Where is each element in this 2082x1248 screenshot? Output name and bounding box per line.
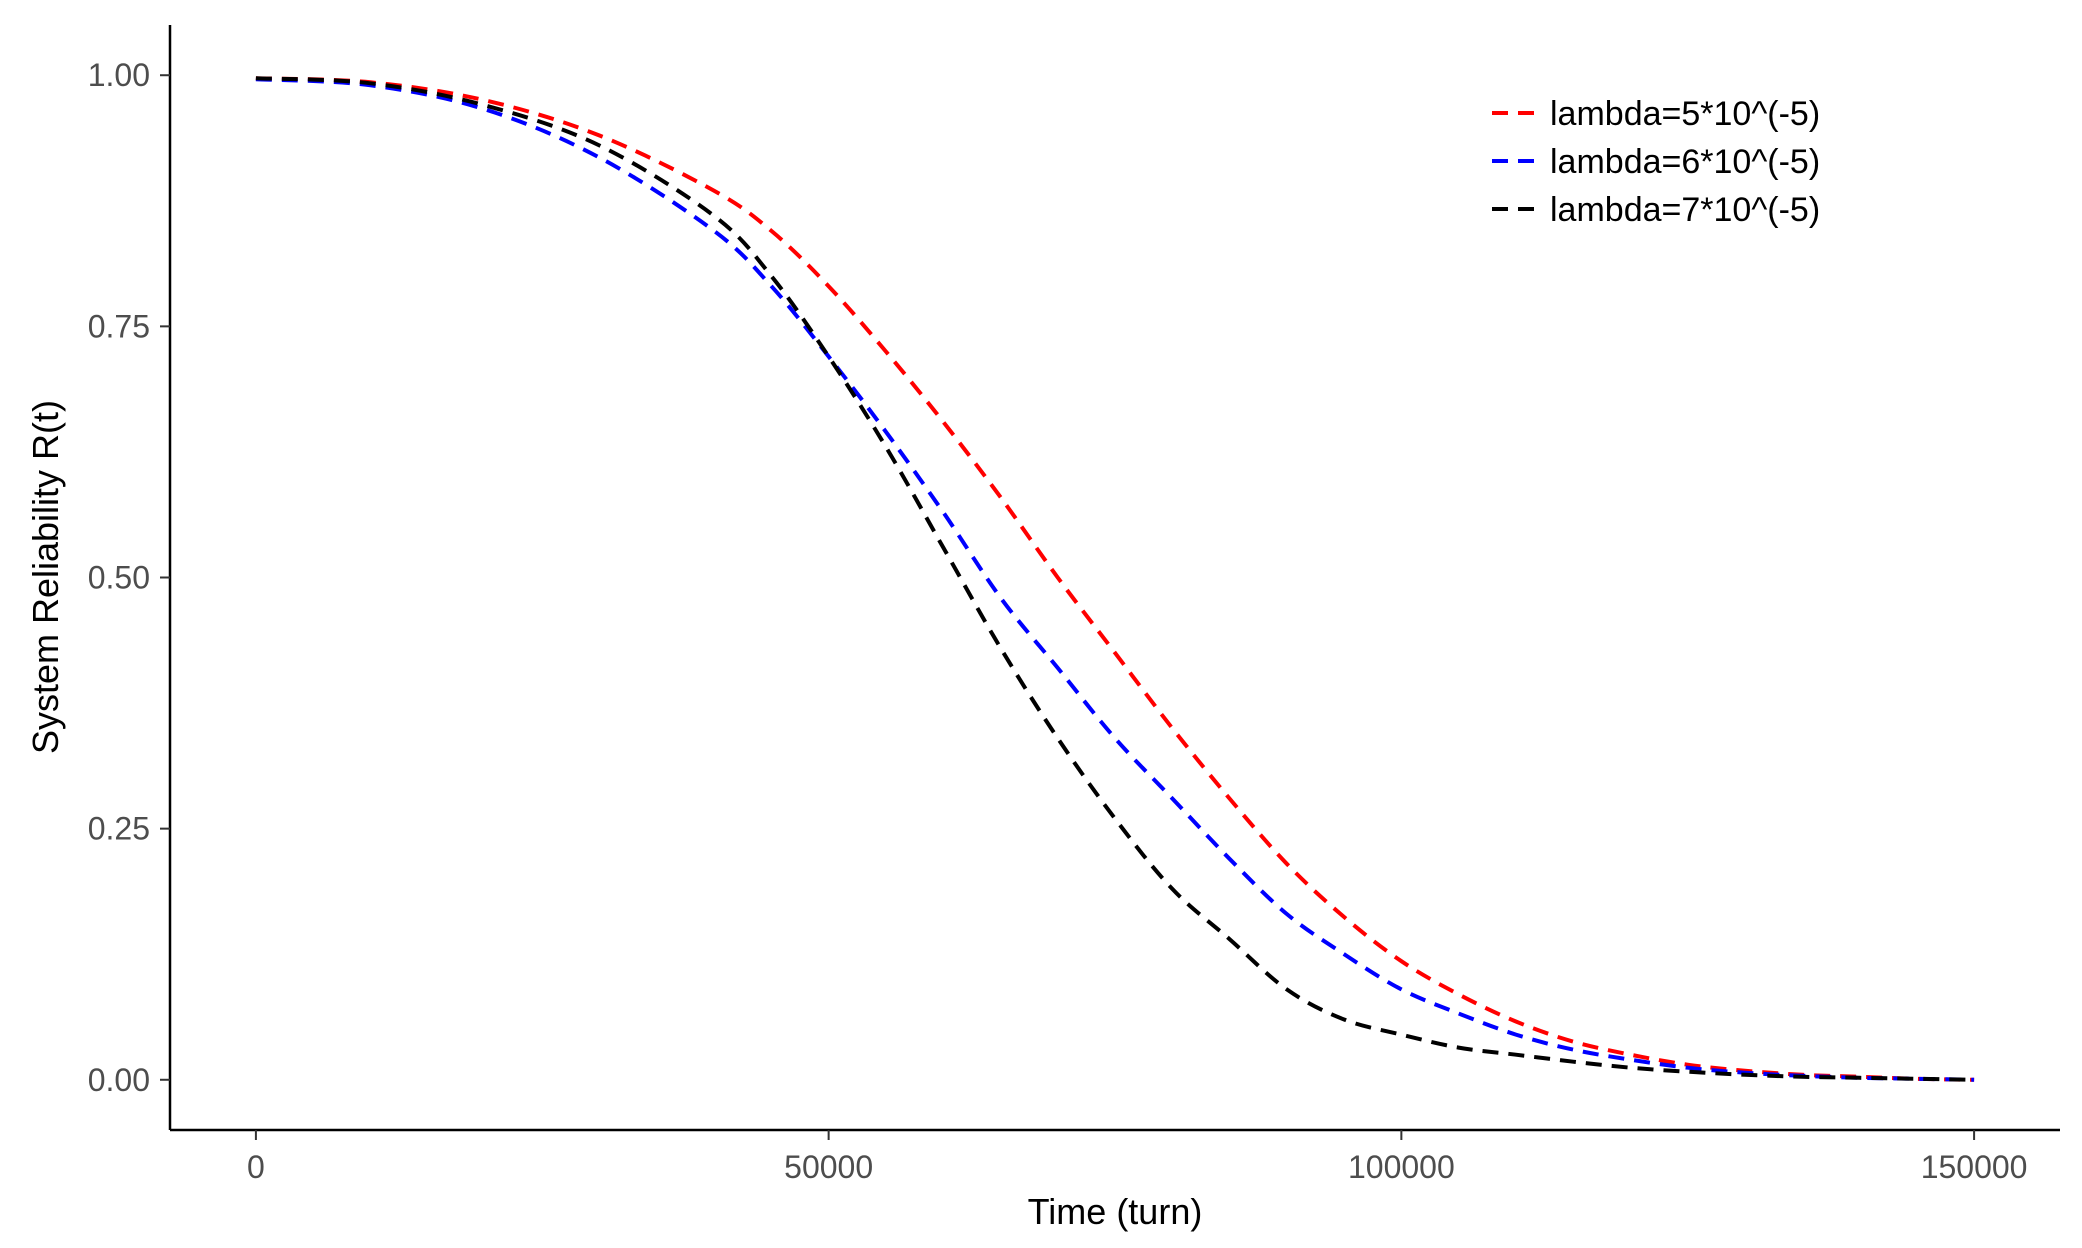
y-axis-title: System Reliability R(t) (25, 400, 66, 754)
y-tick-label: 0.25 (88, 811, 150, 847)
x-axis-ticks: 0 50000 100000 150000 (247, 1130, 2027, 1185)
x-tick-label: 150000 (1921, 1149, 2028, 1185)
x-axis-title: Time (turn) (1028, 1191, 1203, 1232)
x-tick-label: 0 (247, 1149, 265, 1185)
series-line-1 (255, 76, 1975, 1082)
y-axis-ticks: 0.00 0.25 0.50 0.75 1.00 (88, 57, 170, 1098)
legend-label-1: lambda=5*10^(-5) (1550, 95, 1820, 133)
plot-panel (168, 25, 2060, 1132)
x-tick-label: 50000 (784, 1149, 873, 1185)
legend: lambda=5*10^(-5) lambda=6*10^(-5) lambda=7… (1492, 95, 1820, 229)
series-line-2 (255, 77, 1975, 1082)
y-tick-label: 0.50 (88, 560, 150, 596)
legend-label-2: lambda=6*10^(-5) (1550, 143, 1820, 181)
y-tick-label: 0.75 (88, 308, 150, 344)
y-tick-label: 0.00 (88, 1062, 150, 1098)
series-line-3 (255, 76, 1975, 1082)
series-layer (255, 76, 1975, 1082)
x-tick-label: 100000 (1348, 1149, 1455, 1185)
legend-label-3: lambda=7*10^(-5) (1550, 191, 1820, 229)
y-tick-label: 1.00 (88, 57, 150, 93)
